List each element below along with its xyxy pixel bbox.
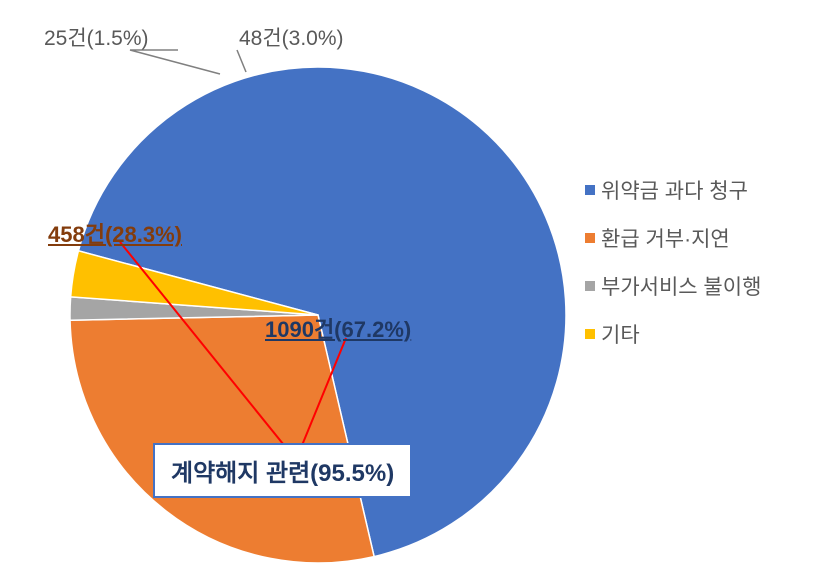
- leader-line-1: [237, 50, 246, 72]
- callout-box: 계약해지 관련(95.5%): [153, 443, 412, 498]
- legend-item-0: 위약금 과다 청구: [585, 175, 761, 205]
- legend-item-1: 환급 거부·지연: [585, 223, 761, 253]
- legend-label: 부가서비스 불이행: [601, 271, 761, 301]
- pie-chart: 25건(1.5%) 48건(3.0%) 1090건(67.2%) 458건(28…: [20, 20, 809, 559]
- legend-item-2: 부가서비스 불이행: [585, 271, 761, 301]
- legend-marker-icon: [585, 329, 595, 339]
- inner-label-0: 1090건(67.2%): [265, 312, 411, 344]
- legend-label: 기타: [601, 319, 640, 349]
- inner-label-1: 458건(28.3%): [48, 217, 182, 249]
- legend-item-3: 기타: [585, 319, 761, 349]
- legend: 위약금 과다 청구 환급 거부·지연 부가서비스 불이행 기타: [585, 175, 761, 349]
- legend-label: 위약금 과다 청구: [601, 175, 748, 205]
- leader-line-0: [130, 50, 220, 74]
- legend-label: 환급 거부·지연: [601, 223, 730, 253]
- legend-marker-icon: [585, 233, 595, 243]
- legend-marker-icon: [585, 185, 595, 195]
- legend-marker-icon: [585, 281, 595, 291]
- outer-label-2: 25건(1.5%): [44, 22, 149, 52]
- outer-label-3: 48건(3.0%): [239, 22, 344, 52]
